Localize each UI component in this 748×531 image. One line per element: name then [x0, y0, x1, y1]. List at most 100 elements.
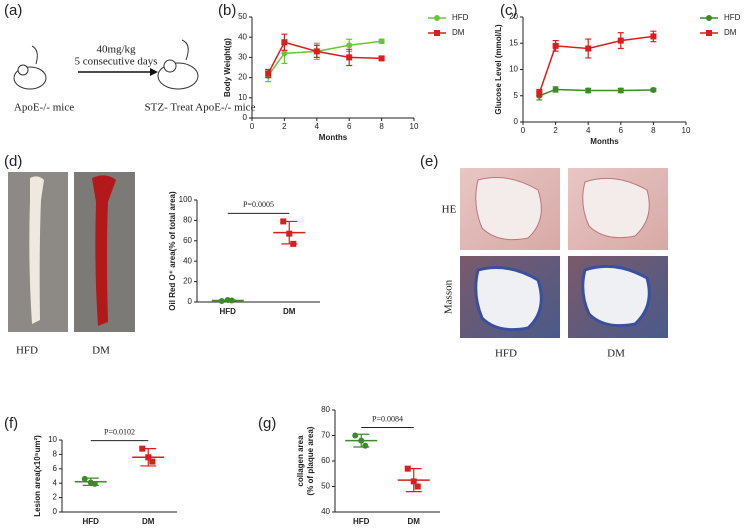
- point: [617, 37, 624, 44]
- panel-label: (a): [4, 2, 22, 19]
- vessel: [581, 264, 651, 328]
- y-tick-label: 80: [321, 405, 330, 414]
- histology: HE Masson HFD DM: [442, 168, 668, 360]
- p-value: P=0.0005: [243, 200, 274, 209]
- aorta: [92, 175, 116, 326]
- x-tick-label: HFD: [83, 517, 100, 526]
- dose: 40mg/kg: [96, 44, 136, 56]
- point: [218, 297, 225, 304]
- y-axis-label: Body Weight(g): [223, 38, 232, 97]
- x-tick-label: 4: [586, 126, 591, 135]
- panel-label: (f): [4, 415, 18, 432]
- legend-label: DM: [724, 28, 737, 37]
- point: [536, 90, 543, 97]
- point: [617, 87, 624, 94]
- vessel: [582, 177, 650, 239]
- vessel: [475, 177, 542, 241]
- x-tick-label: 10: [410, 122, 419, 131]
- point: [265, 70, 272, 77]
- x-tick-label: DM: [142, 517, 155, 526]
- photo-label: HFD: [16, 345, 38, 357]
- p-value: P=0.0102: [104, 427, 135, 436]
- legend-label: HFD: [724, 13, 741, 22]
- y-tick-label: 2: [53, 493, 58, 502]
- duration: 5 consecutive days: [74, 56, 157, 68]
- arrowhead: [150, 68, 158, 76]
- y-axis-label: Lesion area(x10⁵um²): [33, 435, 42, 517]
- x-tick-label: DM: [283, 307, 296, 316]
- point: [346, 54, 353, 61]
- y-tick-label: 10: [48, 435, 57, 444]
- right-label: STZ- Treat ApoE-/- mice: [145, 102, 256, 114]
- panel-label: (b): [218, 2, 236, 19]
- point: [145, 454, 152, 461]
- point: [139, 445, 146, 452]
- x-tick-label: 6: [347, 122, 352, 131]
- schematic: 40mg/kg 5 consecutive days ApoE-/- mice …: [13, 39, 256, 114]
- x-axis-label: Months: [319, 133, 348, 142]
- x-tick-label: 0: [521, 126, 526, 135]
- y-tick-label: 10: [509, 65, 518, 74]
- left-label: ApoE-/- mice: [14, 102, 74, 114]
- point: [552, 42, 559, 49]
- point: [585, 45, 592, 52]
- y-axis-label: (% of plaque area): [306, 426, 315, 495]
- x-tick-label: 0: [250, 122, 255, 131]
- row-label: Masson: [443, 279, 455, 314]
- x-tick-label: HFD: [353, 517, 370, 526]
- legend-marker: [706, 15, 712, 21]
- point: [358, 437, 365, 444]
- x-tick-label: DM: [408, 517, 421, 526]
- col-label: HFD: [495, 348, 517, 360]
- x-tick-label: 8: [379, 122, 384, 131]
- point: [290, 240, 297, 247]
- point: [149, 458, 156, 465]
- y-tick-label: 40: [238, 32, 247, 41]
- point: [313, 48, 320, 55]
- y-tick-label: 50: [321, 482, 330, 491]
- mouse-icon: [157, 39, 199, 90]
- panel-label: (d): [4, 153, 22, 170]
- y-tick-label: 0: [243, 113, 248, 122]
- y-tick-label: 50: [238, 12, 247, 21]
- x-tick-label: 6: [619, 126, 624, 135]
- y-tick-label: 80: [183, 216, 192, 225]
- y-tick-label: 4: [53, 478, 58, 487]
- y-axis-label: Glucose Level (mmol/L): [494, 24, 503, 115]
- point: [552, 86, 559, 93]
- legend-marker: [706, 30, 712, 36]
- point: [378, 55, 385, 62]
- photo-label: DM: [92, 345, 110, 357]
- y-tick-label: 0: [514, 117, 519, 126]
- legend-marker: [434, 30, 440, 36]
- p-value: P=0.0084: [372, 414, 403, 423]
- legend-marker: [434, 15, 440, 21]
- panel-label: (e): [420, 153, 438, 170]
- point: [280, 218, 287, 225]
- x-tick-label: 8: [651, 126, 656, 135]
- x-axis-label: Months: [590, 137, 619, 146]
- y-tick-label: 10: [238, 93, 247, 102]
- point: [585, 87, 592, 94]
- row-label: HE: [442, 204, 457, 216]
- point: [281, 39, 288, 46]
- y-tick-label: 60: [321, 456, 330, 465]
- y-tick-label: 30: [238, 53, 247, 62]
- y-axis-label: collagen area: [296, 435, 305, 487]
- col-label: DM: [607, 348, 625, 360]
- y-tick-label: 0: [53, 507, 58, 516]
- point: [352, 432, 359, 439]
- point: [414, 483, 421, 490]
- y-tick-label: 40: [321, 507, 330, 516]
- legend-label: DM: [452, 28, 465, 37]
- y-axis-label: Oil Red O⁺ area(% of total area): [168, 191, 177, 311]
- point: [650, 33, 657, 40]
- panel-labels: (a) (b) (c) (d) (e) (f) (g): [4, 2, 518, 432]
- point: [91, 480, 98, 487]
- point: [362, 442, 369, 449]
- y-tick-label: 0: [188, 297, 193, 306]
- point: [378, 38, 385, 45]
- mouse-icon: [13, 45, 47, 90]
- y-tick-label: 60: [183, 236, 192, 245]
